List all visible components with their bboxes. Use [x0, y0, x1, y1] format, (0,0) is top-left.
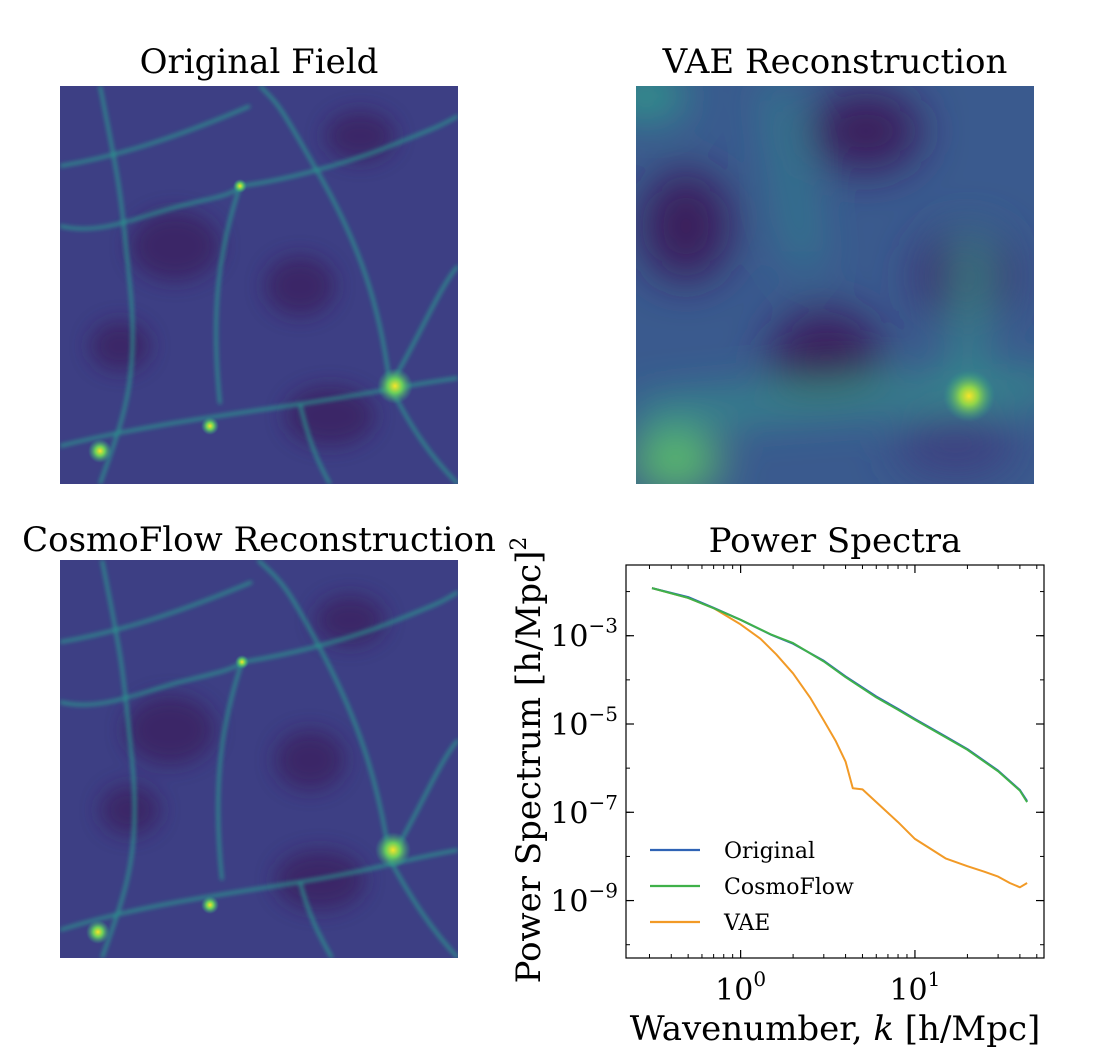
vae-reconstruction-image [636, 86, 1034, 484]
x-tick-label: 100 [715, 967, 766, 1008]
y-tick-label: 10−7 [550, 790, 618, 831]
axes: 100 101 10−3 10−5 10−7 10−9 [550, 565, 1044, 1008]
original-field-title: Original Field [139, 42, 379, 82]
y-tick-label: 10−5 [550, 702, 618, 743]
vae-reconstruction-title: VAE Reconstruction [662, 42, 1008, 82]
cosmoflow-reconstruction-image [60, 560, 458, 958]
plot-frame [625, 564, 1045, 959]
plot-area [625, 564, 1045, 959]
series-line-vae [651, 587, 1028, 889]
original-field-image [60, 86, 458, 484]
cosmoflow-reconstruction-title: CosmoFlow Reconstruction [22, 520, 496, 560]
legend-label-cosmoflow: CosmoFlow [724, 875, 854, 900]
y-axis-label: Power Spectrum [h/Mpc]2 [507, 537, 549, 984]
x-axis-label: Wavenumber, k [h/Mpc] [630, 1009, 1041, 1049]
series-line-cosmoflow [651, 587, 1028, 803]
power-spectra-title: Power Spectra [709, 521, 962, 561]
y-tick-label: 10−3 [550, 614, 618, 655]
series-layer [651, 587, 1028, 889]
legend: Original CosmoFlow VAE [650, 839, 854, 936]
series-line-original [651, 587, 1028, 802]
legend-label-original: Original [724, 839, 815, 864]
x-tick-label: 101 [889, 967, 940, 1008]
y-tick-label: 10−9 [550, 879, 618, 920]
legend-label-vae: VAE [723, 911, 770, 936]
